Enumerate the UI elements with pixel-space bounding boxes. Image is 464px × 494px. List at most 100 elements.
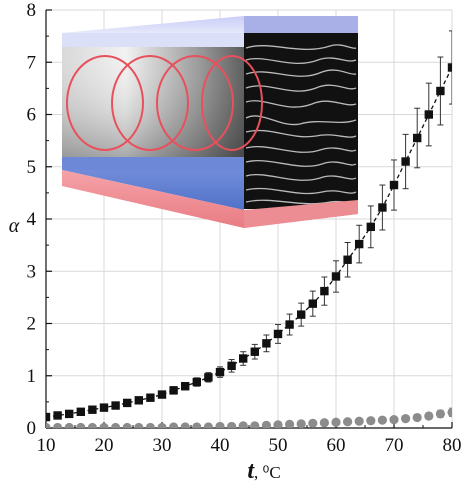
series-1-point-18 [250,421,260,428]
series-0 [46,30,452,422]
x-axis-label-main: t [247,458,255,484]
series-0-point-1 [53,411,62,420]
y-tick-label-8: 8 [27,0,37,21]
x-tick-label-7: 80 [443,435,462,456]
series-1-point-6 [111,422,121,428]
series-1-point-30 [389,415,399,425]
series-0-point-22 [297,310,306,319]
y-tick-label-3: 3 [27,261,37,282]
series-0-point-32 [413,133,422,143]
series-0-point-29 [378,203,387,212]
series-1-point-23 [308,418,318,428]
x-tick-label-1: 20 [95,435,114,456]
series-0-point-9 [146,393,155,402]
series-1-point-1 [53,422,63,428]
series-0-point-21 [285,320,294,329]
series-1-point-26 [343,417,353,427]
series-1-point-25 [331,417,341,427]
series-1-point-12 [180,422,190,428]
series-0-point-12 [181,382,190,391]
series-0-point-30 [389,180,399,190]
series-0-point-3 [76,407,85,417]
series-0-point-14 [204,373,213,382]
series-1-point-34 [435,409,445,419]
series-1-point-9 [145,422,155,428]
series-1-point-22 [296,419,306,428]
x-axis-label: t, ⁰C [247,458,280,484]
series-0-point-8 [134,396,143,405]
series-1-point-14 [203,422,213,428]
series-0-point-4 [88,405,97,414]
y-tick-label-2: 2 [27,314,37,335]
series-1 [46,407,452,428]
series-1-point-29 [377,415,387,425]
y-tick-label-4: 4 [27,209,37,230]
series-0-point-15 [215,367,225,377]
series-1-point-7 [122,422,132,428]
series-1-point-20 [273,420,283,428]
series-1-point-4 [87,422,97,428]
series-0-point-17 [239,354,248,363]
series-1-point-15 [215,421,225,428]
series-0-point-6 [111,401,120,410]
series-1-point-5 [99,422,109,428]
series-0-point-33 [424,110,433,119]
y-tick-label-0: 0 [27,418,37,439]
inset-red-base-side [244,200,358,228]
x-tick-label-3: 40 [211,435,230,456]
y-tick-label-7: 7 [27,52,37,73]
x-tick-label-5: 60 [327,435,346,456]
series-1-point-33 [424,411,434,421]
series-1-point-27 [354,416,364,426]
y-tick-label-6: 6 [27,105,37,126]
series-0-point-11 [169,386,178,395]
series-1-point-16 [227,421,237,428]
series-1-point-35 [447,407,452,417]
inset-bottom-glass-strip [62,157,244,170]
inset-top-glass-front [62,33,244,47]
series-0-point-28 [366,222,375,232]
x-tick-label-2: 30 [153,435,172,456]
series-0-point-35 [447,63,452,72]
series-0-point-20 [273,329,283,339]
series-0-point-18 [250,347,259,356]
series-1-point-3 [76,422,86,428]
series-0-point-0 [46,412,51,422]
series-1-point-17 [238,421,248,428]
inset-bottom-glass [62,157,244,210]
y-axis-label: α [9,215,20,237]
x-tick-label-0: 10 [37,435,56,456]
series-1-point-0 [46,422,51,428]
y-tick-label-1: 1 [27,366,37,387]
series-1-point-31 [401,413,411,424]
x-axis-label-unit: , ⁰C [254,463,281,482]
data-series [46,30,452,428]
series-0-point-23 [308,299,317,308]
series-0-point-26 [343,255,352,264]
inset-helix-rings [66,55,263,151]
series-1-point-10 [157,422,167,428]
series-1-point-24 [319,418,329,428]
series-0-point-7 [123,398,132,408]
series-1-point-19 [261,420,271,428]
series-0-point-16 [227,361,236,371]
series-1-point-21 [285,419,295,428]
series-1-point-11 [169,422,179,428]
series-1-point-2 [64,422,74,428]
series-1-point-13 [192,422,202,428]
series-0-point-2 [65,409,74,419]
series-0-point-31 [401,157,410,166]
series-0-point-27 [355,239,364,249]
series-1-point-32 [412,412,422,423]
cell-inset-illustration [62,16,358,228]
series-1-point-28 [366,416,376,426]
series-0-point-10 [157,390,167,399]
series-0-point-34 [436,86,445,96]
axis-ticks: 10 20 30 40 50 60 70 80 0 1 2 3 4 5 6 7 8 [27,0,462,456]
inset-top-glass-side [244,16,358,33]
series-1-point-8 [134,422,144,428]
y-tick-label-5: 5 [27,157,37,178]
series-0-point-24 [320,286,329,296]
series-0-point-13 [192,377,201,387]
